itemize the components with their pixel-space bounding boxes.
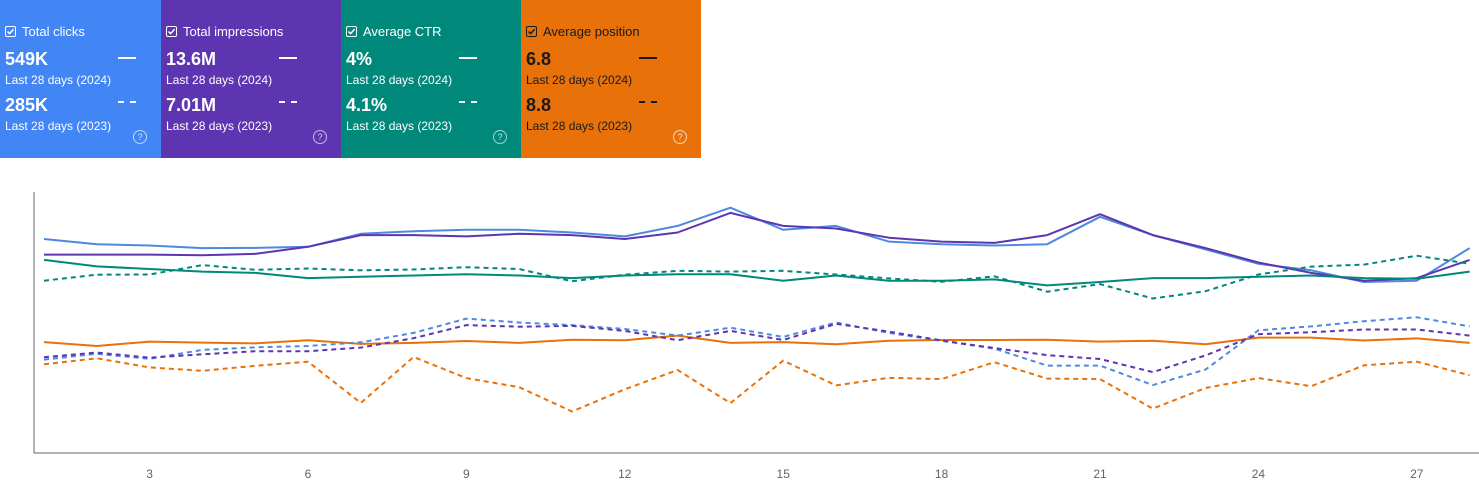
- solid-line-legend-icon: [459, 57, 477, 59]
- series-line-7[interactable]: [43, 356, 1470, 413]
- solid-line-legend-icon: [118, 57, 136, 59]
- metric-cards: Total clicks 549K Last 28 days (2024) 28…: [0, 0, 701, 158]
- x-tick-label: 3: [146, 467, 153, 481]
- series-line-5[interactable]: [43, 322, 1470, 374]
- x-tick-label: 27: [1410, 467, 1424, 481]
- checkbox-checked-icon[interactable]: [526, 26, 537, 37]
- dashed-line-legend-icon: [279, 101, 297, 103]
- help-icon[interactable]: ?: [313, 130, 327, 144]
- metric-previous-value: 8.8: [526, 95, 552, 115]
- performance-line-chart[interactable]: 3 6 9 12 15 18 21 24 27: [0, 180, 1479, 487]
- x-tick-label: 21: [1093, 467, 1107, 481]
- x-tick-label: 6: [305, 467, 312, 481]
- x-tick-label: 24: [1252, 467, 1266, 481]
- checkbox-checked-icon[interactable]: [346, 26, 357, 37]
- x-tick-labels: 3 6 9 12 15 18 21 24 27: [146, 467, 1424, 481]
- metric-card-header[interactable]: Total impressions: [166, 24, 283, 39]
- metric-card-total-clicks[interactable]: Total clicks 549K Last 28 days (2024) 28…: [0, 0, 161, 158]
- metric-previous-value: 285K: [5, 95, 49, 115]
- help-icon[interactable]: ?: [493, 130, 507, 144]
- metric-current-period: Last 28 days (2024): [346, 73, 453, 87]
- metric-previous-period: Last 28 days (2023): [166, 119, 273, 133]
- x-tick-label: 18: [935, 467, 949, 481]
- dashed-line-legend-icon: [459, 101, 477, 103]
- metric-previous-period: Last 28 days (2023): [5, 119, 112, 133]
- metric-card-average-ctr[interactable]: Average CTR 4% Last 28 days (2024) 4.1% …: [341, 0, 521, 158]
- dashed-line-legend-icon: [639, 101, 657, 103]
- metric-current-value: 13.6M: [166, 49, 217, 69]
- x-tick-label: 12: [618, 467, 632, 481]
- metric-card-header[interactable]: Total clicks: [5, 24, 85, 39]
- metric-label: Average CTR: [363, 24, 442, 39]
- solid-line-legend-icon: [279, 57, 297, 59]
- metric-current-value: 4%: [346, 49, 373, 69]
- metric-current-value: 549K: [5, 49, 49, 69]
- metric-current-value: 6.8: [526, 49, 552, 69]
- checkbox-checked-icon[interactable]: [5, 26, 16, 37]
- series-line-1[interactable]: [44, 211, 1470, 282]
- series-line-6[interactable]: [43, 254, 1470, 300]
- dashed-line-legend-icon: [118, 101, 136, 103]
- metric-current-period: Last 28 days (2024): [166, 73, 273, 87]
- solid-line-legend-icon: [639, 57, 657, 59]
- series-line-3[interactable]: [43, 334, 1470, 347]
- series-line-2[interactable]: [43, 258, 1470, 287]
- metric-previous-value: 7.01M: [166, 95, 217, 115]
- series-layer: [43, 206, 1471, 413]
- checkbox-checked-icon[interactable]: [166, 26, 177, 37]
- metric-card-average-position[interactable]: Average position 6.8 Last 28 days (2024)…: [521, 0, 701, 158]
- metric-card-header[interactable]: Average position: [526, 24, 640, 39]
- metric-current-period: Last 28 days (2024): [5, 73, 112, 87]
- metric-current-period: Last 28 days (2024): [526, 73, 633, 87]
- series-line-4[interactable]: [43, 316, 1470, 387]
- metric-previous-period: Last 28 days (2023): [346, 119, 453, 133]
- metric-label: Total clicks: [22, 24, 85, 39]
- help-icon[interactable]: ?: [133, 130, 147, 144]
- metric-label: Average position: [543, 24, 640, 39]
- metric-card-header[interactable]: Average CTR: [346, 24, 442, 39]
- metric-previous-period: Last 28 days (2023): [526, 119, 633, 133]
- metric-card-total-impressions[interactable]: Total impressions 13.6M Last 28 days (20…: [161, 0, 341, 158]
- help-icon[interactable]: ?: [673, 130, 687, 144]
- metric-previous-value: 4.1%: [346, 95, 388, 115]
- x-tick-label: 15: [777, 467, 791, 481]
- metric-label: Total impressions: [183, 24, 284, 39]
- x-tick-label: 9: [463, 467, 470, 481]
